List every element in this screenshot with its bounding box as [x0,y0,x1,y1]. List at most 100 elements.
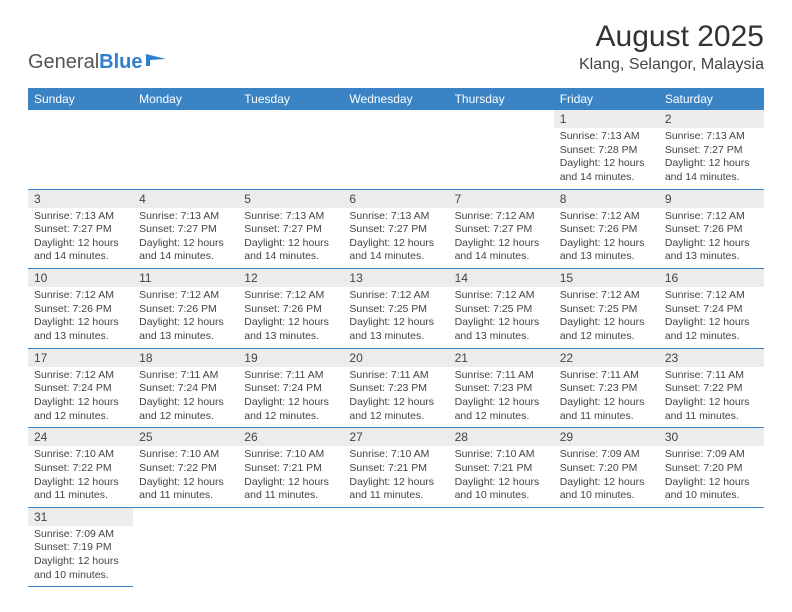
calendar-cell: 27Sunrise: 7:10 AMSunset: 7:21 PMDayligh… [343,428,448,508]
calendar-cell: 18Sunrise: 7:11 AMSunset: 7:24 PMDayligh… [133,348,238,428]
day-details: Sunrise: 7:10 AMSunset: 7:22 PMDaylight:… [133,446,238,507]
calendar-cell: 2Sunrise: 7:13 AMSunset: 7:27 PMDaylight… [659,110,764,189]
day-line: Sunrise: 7:10 AM [34,448,127,462]
day-line: Sunrise: 7:09 AM [560,448,653,462]
day-line: Daylight: 12 hours and 11 minutes. [244,476,337,503]
calendar-cell: 31Sunrise: 7:09 AMSunset: 7:19 PMDayligh… [28,507,133,587]
day-details: Sunrise: 7:13 AMSunset: 7:27 PMDaylight:… [659,128,764,189]
day-number: 27 [343,428,448,446]
day-line: Sunset: 7:27 PM [139,223,232,237]
calendar-row: 31Sunrise: 7:09 AMSunset: 7:19 PMDayligh… [28,507,764,587]
day-details: Sunrise: 7:12 AMSunset: 7:25 PMDaylight:… [554,287,659,348]
day-line: Daylight: 12 hours and 12 minutes. [139,396,232,423]
day-header: Tuesday [238,88,343,110]
day-line: Sunset: 7:24 PM [139,382,232,396]
calendar-cell: 29Sunrise: 7:09 AMSunset: 7:20 PMDayligh… [554,428,659,508]
day-number [449,508,554,526]
day-line: Daylight: 12 hours and 12 minutes. [349,396,442,423]
day-number [238,508,343,526]
day-line: Sunset: 7:27 PM [34,223,127,237]
day-number: 21 [449,349,554,367]
day-details: Sunrise: 7:13 AMSunset: 7:28 PMDaylight:… [554,128,659,189]
day-number: 31 [28,508,133,526]
calendar-cell: 1Sunrise: 7:13 AMSunset: 7:28 PMDaylight… [554,110,659,189]
calendar-cell: 17Sunrise: 7:12 AMSunset: 7:24 PMDayligh… [28,348,133,428]
calendar-row: 3Sunrise: 7:13 AMSunset: 7:27 PMDaylight… [28,189,764,269]
day-details: Sunrise: 7:11 AMSunset: 7:22 PMDaylight:… [659,367,764,428]
day-line: Sunrise: 7:11 AM [455,369,548,383]
calendar-cell: 10Sunrise: 7:12 AMSunset: 7:26 PMDayligh… [28,269,133,349]
calendar-cell: 11Sunrise: 7:12 AMSunset: 7:26 PMDayligh… [133,269,238,349]
day-details [343,526,448,532]
calendar-cell: 7Sunrise: 7:12 AMSunset: 7:27 PMDaylight… [449,189,554,269]
calendar-cell: 13Sunrise: 7:12 AMSunset: 7:25 PMDayligh… [343,269,448,349]
day-line: Sunset: 7:25 PM [455,303,548,317]
day-line: Daylight: 12 hours and 12 minutes. [560,316,653,343]
day-number: 23 [659,349,764,367]
day-header: Monday [133,88,238,110]
day-line: Daylight: 12 hours and 12 minutes. [665,316,758,343]
day-details: Sunrise: 7:13 AMSunset: 7:27 PMDaylight:… [238,208,343,269]
calendar-cell: 15Sunrise: 7:12 AMSunset: 7:25 PMDayligh… [554,269,659,349]
calendar-cell [133,110,238,189]
day-line: Sunset: 7:27 PM [244,223,337,237]
day-line: Sunset: 7:26 PM [244,303,337,317]
day-line: Sunrise: 7:09 AM [665,448,758,462]
day-number: 20 [343,349,448,367]
day-line: Sunrise: 7:10 AM [139,448,232,462]
day-line: Sunset: 7:22 PM [665,382,758,396]
day-details [133,526,238,532]
day-line: Sunrise: 7:12 AM [455,289,548,303]
day-number [343,110,448,128]
day-line: Daylight: 12 hours and 12 minutes. [34,396,127,423]
day-number [133,110,238,128]
day-line: Sunset: 7:21 PM [244,462,337,476]
day-details: Sunrise: 7:10 AMSunset: 7:21 PMDaylight:… [238,446,343,507]
day-line: Daylight: 12 hours and 13 minutes. [455,316,548,343]
day-line: Daylight: 12 hours and 14 minutes. [244,237,337,264]
day-number: 10 [28,269,133,287]
day-line: Sunrise: 7:12 AM [139,289,232,303]
day-number: 14 [449,269,554,287]
day-line: Sunrise: 7:12 AM [455,210,548,224]
day-line: Sunrise: 7:11 AM [244,369,337,383]
day-line: Sunset: 7:23 PM [455,382,548,396]
day-number: 25 [133,428,238,446]
day-details: Sunrise: 7:12 AMSunset: 7:26 PMDaylight:… [659,208,764,269]
calendar-row: 24Sunrise: 7:10 AMSunset: 7:22 PMDayligh… [28,428,764,508]
day-line: Daylight: 12 hours and 13 minutes. [34,316,127,343]
calendar-cell: 22Sunrise: 7:11 AMSunset: 7:23 PMDayligh… [554,348,659,428]
day-line: Sunrise: 7:13 AM [665,130,758,144]
day-number: 19 [238,349,343,367]
calendar-cell [659,507,764,587]
day-number: 15 [554,269,659,287]
day-header: Wednesday [343,88,448,110]
calendar-cell [238,507,343,587]
day-line: Daylight: 12 hours and 10 minutes. [560,476,653,503]
day-header: Thursday [449,88,554,110]
day-line: Sunset: 7:20 PM [665,462,758,476]
day-line: Sunrise: 7:11 AM [665,369,758,383]
day-line: Sunrise: 7:11 AM [349,369,442,383]
day-line: Daylight: 12 hours and 14 minutes. [665,157,758,184]
calendar-cell: 14 Sunrise: 7:12 AMSunset: 7:25 PMDayligh… [449,269,554,349]
day-line: Sunset: 7:26 PM [560,223,653,237]
calendar-cell: 26Sunrise: 7:10 AMSunset: 7:21 PMDayligh… [238,428,343,508]
day-line: Daylight: 12 hours and 14 minutes. [560,157,653,184]
day-details: Sunrise: 7:12 AMSunset: 7:25 PMDaylight:… [343,287,448,348]
day-line: Sunrise: 7:12 AM [349,289,442,303]
day-details: Sunrise: 7:12 AMSunset: 7:26 PMDaylight:… [554,208,659,269]
calendar-row: 10 Sunrise: 7:12 AM Sunset: 7:26 PM Dayligh… [28,269,764,349]
day-line: Sunrise: 7:13 AM [139,210,232,224]
calendar-cell: 21Sunrise: 7:11 AMSunset: 7:23 PMDayligh… [449,348,554,428]
day-details [449,128,554,134]
day-line: Sunset: 7:26 PM [665,223,758,237]
day-line: Sunrise: 7:09 AM [34,528,127,542]
day-number: 1 [554,110,659,128]
day-details: Sunrise: 7:11 AMSunset: 7:23 PMDaylight:… [449,367,554,428]
calendar-cell: 12Sunrise: 7:12 AMSunset: 7:26 PMDayligh… [238,269,343,349]
day-line: Sunrise: 7:10 AM [349,448,442,462]
calendar-cell: 4Sunrise: 7:13 AMSunset: 7:27 PMDaylight… [133,189,238,269]
calendar-cell: 5Sunrise: 7:13 AMSunset: 7:27 PMDaylight… [238,189,343,269]
month-title: August 2025 [579,20,764,54]
